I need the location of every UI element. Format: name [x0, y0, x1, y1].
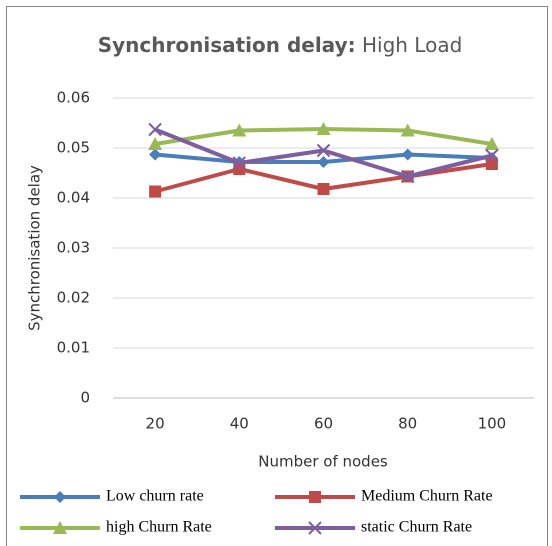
x-axis-label: Number of nodes [258, 453, 388, 471]
marker [317, 156, 330, 168]
x-tick-label: 40 [230, 415, 249, 433]
marker [485, 148, 499, 163]
y-tick-label: 0 [80, 389, 90, 407]
marker [308, 521, 322, 535]
x-tick-label: 80 [398, 415, 417, 433]
marker [309, 491, 321, 503]
marker [232, 123, 247, 137]
y-tick-label: 0.04 [57, 189, 90, 207]
marker [316, 143, 331, 158]
legend-label: Low churn rate [106, 488, 204, 505]
marker [317, 183, 330, 195]
y-tick-label: 0.03 [57, 239, 90, 257]
x-tick-label: 60 [314, 415, 333, 433]
marker [54, 491, 66, 503]
marker [148, 122, 162, 137]
marker [53, 521, 67, 534]
marker [401, 148, 414, 161]
y-tick-label: 0.06 [57, 89, 90, 107]
legend-label: static Churn Rate [361, 519, 472, 536]
marker [148, 137, 163, 150]
marker [149, 148, 162, 161]
y-tick-label: 0.05 [57, 139, 90, 157]
title-rest: High Load [362, 33, 462, 57]
y-axis-label: Synchronisation delay [26, 165, 44, 331]
x-tick-label: 20 [146, 415, 165, 433]
marker [316, 122, 331, 135]
x-tick-label: 100 [478, 415, 507, 433]
y-tick-label: 0.01 [57, 339, 90, 357]
marker [400, 123, 415, 137]
marker [400, 169, 415, 184]
legend-label: high Churn Rate [106, 519, 212, 536]
marker [232, 156, 247, 170]
marker [485, 158, 498, 170]
legend-label: Medium Churn Rate [361, 488, 493, 505]
marker [149, 185, 162, 198]
chart-title: Synchronisation delay: High Load [98, 33, 463, 57]
y-tick-label: 0.02 [57, 289, 90, 307]
title-bold: Synchronisation delay: [98, 33, 356, 57]
chart-border [6, 6, 548, 546]
marker [484, 137, 499, 150]
